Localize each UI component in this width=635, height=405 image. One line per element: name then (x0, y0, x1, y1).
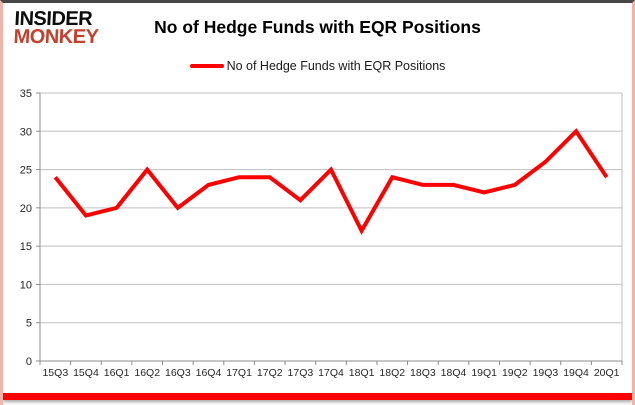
y-tick-label: 15 (20, 241, 32, 253)
y-tick-label: 10 (20, 279, 32, 291)
x-tick-label: 16Q2 (134, 367, 160, 379)
y-tick-label: 0 (26, 356, 32, 368)
bottom-accent-bar (3, 393, 632, 400)
legend-label: No of Hedge Funds with EQR Positions (226, 59, 446, 73)
chart-line-series (53, 128, 609, 236)
x-tick-label: 16Q3 (165, 367, 191, 379)
x-tick-label: 19Q3 (533, 367, 559, 379)
x-tick-label: 20Q1 (594, 367, 620, 379)
x-tick-label: 17Q3 (288, 367, 314, 379)
x-tick-label: 16Q1 (104, 367, 130, 379)
x-tick-label: 19Q2 (502, 367, 528, 379)
x-tick-label: 18Q1 (349, 367, 375, 379)
chart-legend: No of Hedge Funds with EQR Positions (3, 59, 632, 73)
line-chart: 0 5 10 15 20 25 30 35 15Q3 15Q4 16Q1 16Q2 16Q3 16Q4 17… (20, 88, 623, 379)
x-tick-label: 18Q3 (410, 367, 436, 379)
x-tick-label: 15Q4 (73, 367, 99, 379)
x-tick-label: 16Q4 (196, 367, 222, 379)
y-tick-label: 30 (20, 126, 32, 138)
x-tick-label: 18Q4 (441, 367, 467, 379)
y-tick-label: 35 (20, 88, 32, 100)
x-tick-label: 19Q4 (563, 367, 589, 379)
chart-title: No of Hedge Funds with EQR Positions (154, 17, 481, 37)
y-tick-label: 5 (26, 318, 32, 330)
legend-line-marker (189, 64, 224, 68)
x-tick-label: 17Q2 (257, 367, 283, 379)
y-tick-label: 20 (20, 203, 32, 215)
x-tick-label: 15Q3 (42, 367, 68, 379)
x-tick-label: 17Q4 (318, 367, 344, 379)
x-tick-label: 18Q2 (379, 367, 405, 379)
y-tick-label: 25 (20, 165, 32, 177)
x-tick-label: 17Q1 (226, 367, 252, 379)
x-tick-label: 19Q1 (471, 367, 497, 379)
